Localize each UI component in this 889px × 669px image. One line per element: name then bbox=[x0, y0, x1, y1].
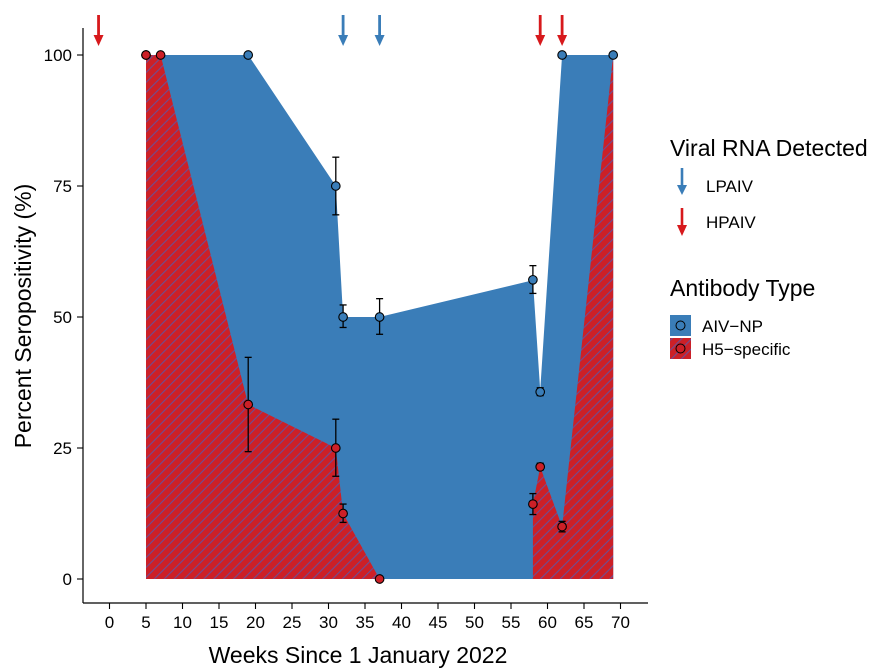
data-point-aiv-np-2 bbox=[330, 181, 341, 191]
x-axis-title: Weeks Since 1 January 2022 bbox=[209, 642, 508, 668]
detection-arrowhead-icon bbox=[93, 35, 104, 46]
data-point-h5-5 bbox=[374, 574, 385, 584]
point-layer bbox=[141, 50, 619, 584]
data-point-h5-7 bbox=[535, 462, 546, 472]
x-tick-label: 65 bbox=[575, 613, 594, 632]
x-tick-label: 25 bbox=[283, 613, 302, 632]
x-tick-label: 50 bbox=[465, 613, 484, 632]
legend-item-aiv-np: AIV−NP bbox=[670, 315, 763, 336]
data-point-h5-4 bbox=[338, 508, 348, 519]
x-tick-label: 60 bbox=[538, 613, 557, 632]
legend-aiv-np-label: AIV−NP bbox=[702, 317, 763, 336]
detection-arrowhead-icon bbox=[374, 35, 385, 46]
legend: Viral RNA Detected LPAIV HPAIV Antibody … bbox=[670, 135, 868, 359]
y-tick-label: 100 bbox=[44, 46, 72, 65]
legend-item-lpaiv: LPAIV bbox=[677, 168, 754, 196]
legend-aiv-np-point-icon bbox=[675, 320, 686, 331]
detection-arrow-hpaiv-4 bbox=[557, 15, 568, 46]
detection-arrowhead-icon bbox=[535, 35, 546, 46]
data-point-aiv-np-8 bbox=[608, 50, 619, 60]
x-ticks: 0 5 10 15 20 25 30 35 40 45 50 55 60 65 70 bbox=[105, 603, 630, 632]
data-point-h5-0 bbox=[141, 50, 151, 60]
x-tick-label: 45 bbox=[429, 613, 448, 632]
data-point-aiv-np-6 bbox=[535, 387, 546, 397]
y-tick-label: 25 bbox=[53, 439, 72, 458]
x-tick-label: 10 bbox=[173, 613, 192, 632]
data-point-aiv-np-1 bbox=[243, 50, 254, 60]
detection-arrow-hpaiv-0 bbox=[93, 15, 104, 46]
x-tick-label: 20 bbox=[246, 613, 265, 632]
legend-h5-label: H5−specific bbox=[702, 340, 791, 359]
x-tick-label: 40 bbox=[392, 613, 411, 632]
detection-arrows bbox=[93, 15, 568, 46]
legend-h5-point-icon bbox=[675, 343, 686, 354]
legend-lpaiv-arrowhead-icon bbox=[677, 185, 687, 195]
detection-arrow-hpaiv-3 bbox=[535, 15, 546, 46]
detection-arrowhead-icon bbox=[338, 35, 349, 46]
x-tick-label: 30 bbox=[319, 613, 338, 632]
legend-detection-title: Viral RNA Detected bbox=[670, 135, 868, 161]
detection-arrow-lpaiv-2 bbox=[374, 15, 385, 46]
data-point-h5-2 bbox=[243, 399, 254, 410]
data-point-aiv-np-4 bbox=[374, 312, 385, 322]
y-tick-label: 50 bbox=[53, 308, 72, 327]
axes: 0 5 10 15 20 25 30 35 40 45 50 55 60 65 70 0255075100 … bbox=[10, 28, 648, 668]
data-point-h5-1 bbox=[155, 50, 166, 60]
data-point-aiv-np-5 bbox=[528, 274, 538, 285]
area-h5-specific bbox=[146, 55, 614, 579]
y-tick-label: 0 bbox=[63, 570, 72, 589]
legend-hpaiv-arrowhead-icon bbox=[677, 225, 687, 236]
data-point-aiv-np-7 bbox=[557, 50, 567, 60]
x-tick-label: 55 bbox=[502, 613, 521, 632]
data-point-h5-3 bbox=[330, 443, 341, 453]
legend-lpaiv-label: LPAIV bbox=[706, 177, 754, 196]
detection-arrowhead-icon bbox=[557, 35, 568, 46]
data-point-aiv-np-3 bbox=[338, 312, 348, 322]
x-tick-label: 70 bbox=[611, 613, 630, 632]
data-point-h5-8 bbox=[557, 521, 567, 532]
y-tick-label: 75 bbox=[53, 177, 72, 196]
x-tick-label: 35 bbox=[356, 613, 375, 632]
y-ticks: 0 25 50 75 100 bbox=[44, 46, 83, 589]
x-tick-label: 5 bbox=[141, 613, 150, 632]
x-tick-label: 15 bbox=[210, 613, 229, 632]
x-tick-label: 0 bbox=[105, 613, 114, 632]
detection-arrow-lpaiv-1 bbox=[338, 15, 349, 46]
data-point-h5-6 bbox=[528, 499, 538, 509]
legend-item-h5: H5−specific bbox=[670, 338, 791, 359]
y-axis-title: Percent Seropositivity (%) bbox=[10, 184, 36, 449]
legend-item-hpaiv: HPAIV bbox=[677, 208, 756, 236]
legend-antibody-title: Antibody Type bbox=[670, 275, 815, 301]
legend-hpaiv-label: HPAIV bbox=[706, 213, 756, 232]
